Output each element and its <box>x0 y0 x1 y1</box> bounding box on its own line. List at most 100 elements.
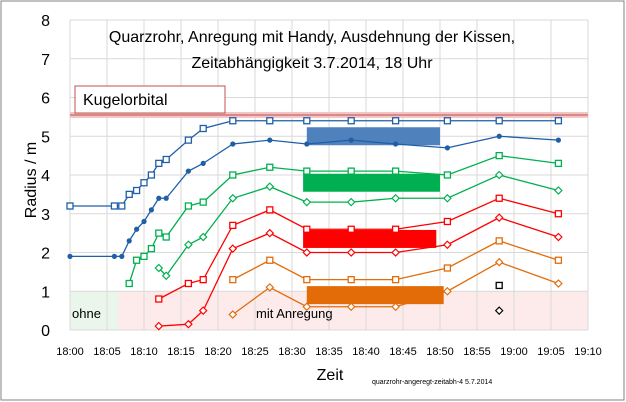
data-point-circle <box>393 141 399 147</box>
x-axis-label: Zeit <box>317 367 344 384</box>
data-point-diamond <box>391 193 400 203</box>
data-point-square <box>162 155 170 164</box>
kugelorbital-label: Kugelorbital <box>83 92 168 109</box>
ohne-region <box>70 291 119 330</box>
data-point-square <box>140 179 148 187</box>
data-point-square <box>229 117 237 125</box>
x-tick-label: 18:25 <box>241 346 269 358</box>
data-point-diamond <box>554 186 563 195</box>
data-point-diamond <box>554 232 563 242</box>
x-tick-label: 19:10 <box>574 346 602 358</box>
data-point-square <box>443 264 452 272</box>
data-point-diamond <box>228 244 238 253</box>
bars <box>303 127 444 305</box>
data-point-circle <box>156 195 162 201</box>
data-point-square <box>554 256 563 264</box>
data-point-circle <box>555 137 562 143</box>
data-point-circle <box>496 133 502 139</box>
y-tick-label: 7 <box>41 52 50 69</box>
data-point-square <box>66 202 74 210</box>
data-point-square <box>443 117 452 125</box>
data-point-circle <box>348 137 354 143</box>
x-tick-label: 18:45 <box>389 346 417 358</box>
cushion-bar <box>306 286 444 305</box>
x-tick-label: 18:50 <box>426 346 454 358</box>
data-point-square <box>554 159 563 168</box>
data-point-square <box>184 202 193 210</box>
data-point-square <box>132 256 141 264</box>
y-tick-label: 2 <box>41 246 50 263</box>
data-point-circle <box>67 253 73 259</box>
y-tick-labels: 0 1 2 3 4 5 6 7 8 <box>41 13 50 340</box>
kugelorbital-label-box <box>74 85 226 114</box>
data-point-square <box>391 275 400 284</box>
data-point-square <box>495 151 503 160</box>
data-point-circle <box>134 226 140 232</box>
data-point-square <box>266 256 274 264</box>
data-point-square <box>303 117 311 125</box>
series-line <box>128 154 559 284</box>
ohne-label: ohne <box>72 306 101 321</box>
data-point-square <box>347 275 355 284</box>
data-point-diamond <box>302 197 312 207</box>
data-point-square <box>199 124 207 133</box>
y-tick-label: 4 <box>41 168 50 185</box>
data-point-square <box>303 225 311 233</box>
series-line <box>158 174 559 277</box>
data-point-diamond <box>443 193 452 203</box>
data-point-square <box>391 225 400 233</box>
x-tick-label: 18:30 <box>278 346 306 358</box>
data-point-circle <box>185 168 191 174</box>
cushion-bar <box>303 229 437 248</box>
data-point-square <box>554 117 563 125</box>
data-point-square <box>443 171 452 179</box>
cushion-bar <box>303 173 440 192</box>
data-point-square <box>229 171 237 179</box>
data-point-diamond <box>265 228 275 238</box>
data-point-diamond <box>494 306 504 315</box>
data-point-diamond <box>302 248 312 257</box>
x-tick-label: 18:00 <box>56 346 84 358</box>
data-point-diamond <box>161 271 171 281</box>
data-point-circle <box>267 137 273 143</box>
data-point-diamond <box>302 302 312 312</box>
footer-note: quarzrohr-angeregt-zeitabh-4 5.7.2014 <box>372 379 492 386</box>
x-tick-label: 18:20 <box>204 346 232 358</box>
data-point-diamond <box>198 306 208 315</box>
grid <box>69 19 589 331</box>
data-point-square <box>147 171 156 179</box>
y-tick-label: 8 <box>41 13 50 30</box>
data-point-circle <box>230 141 236 147</box>
data-point-square <box>125 279 133 288</box>
series <box>66 117 563 331</box>
y-tick-label: 6 <box>41 91 50 108</box>
x-tick-label: 18:40 <box>352 346 380 358</box>
data-point-circle <box>163 195 169 201</box>
chart-title-line1: Quarzrohr, Anregung mit Handy, Ausdehnun… <box>109 29 515 46</box>
x-tick-label: 19:05 <box>537 346 565 358</box>
data-point-square <box>266 117 274 125</box>
y-tick-label: 3 <box>41 207 50 224</box>
x-tick-label: 18:35 <box>315 346 343 358</box>
data-point-square <box>199 275 207 284</box>
data-point-diamond <box>443 286 452 296</box>
data-point-diamond <box>346 248 356 257</box>
data-point-square <box>303 167 311 175</box>
chart-title-line2: Zeitabhängigkeit 3.7.2014, 18 Uhr <box>191 55 433 72</box>
data-point-diamond <box>554 279 563 288</box>
data-point-square <box>391 117 400 125</box>
data-point-diamond <box>184 319 193 329</box>
y-axis-label: Radius / m <box>23 142 40 218</box>
data-point-square <box>140 252 148 261</box>
data-point-square <box>495 117 503 125</box>
data-point-square <box>391 167 400 175</box>
data-point-square <box>229 221 237 230</box>
data-point-square <box>303 275 311 284</box>
data-point-square <box>554 210 563 218</box>
data-point-diamond <box>391 248 400 257</box>
series-line <box>232 261 559 316</box>
data-point-circle <box>444 145 450 151</box>
data-point-square <box>155 159 163 168</box>
y-tick-label: 1 <box>41 284 50 301</box>
data-point-square <box>443 217 452 226</box>
